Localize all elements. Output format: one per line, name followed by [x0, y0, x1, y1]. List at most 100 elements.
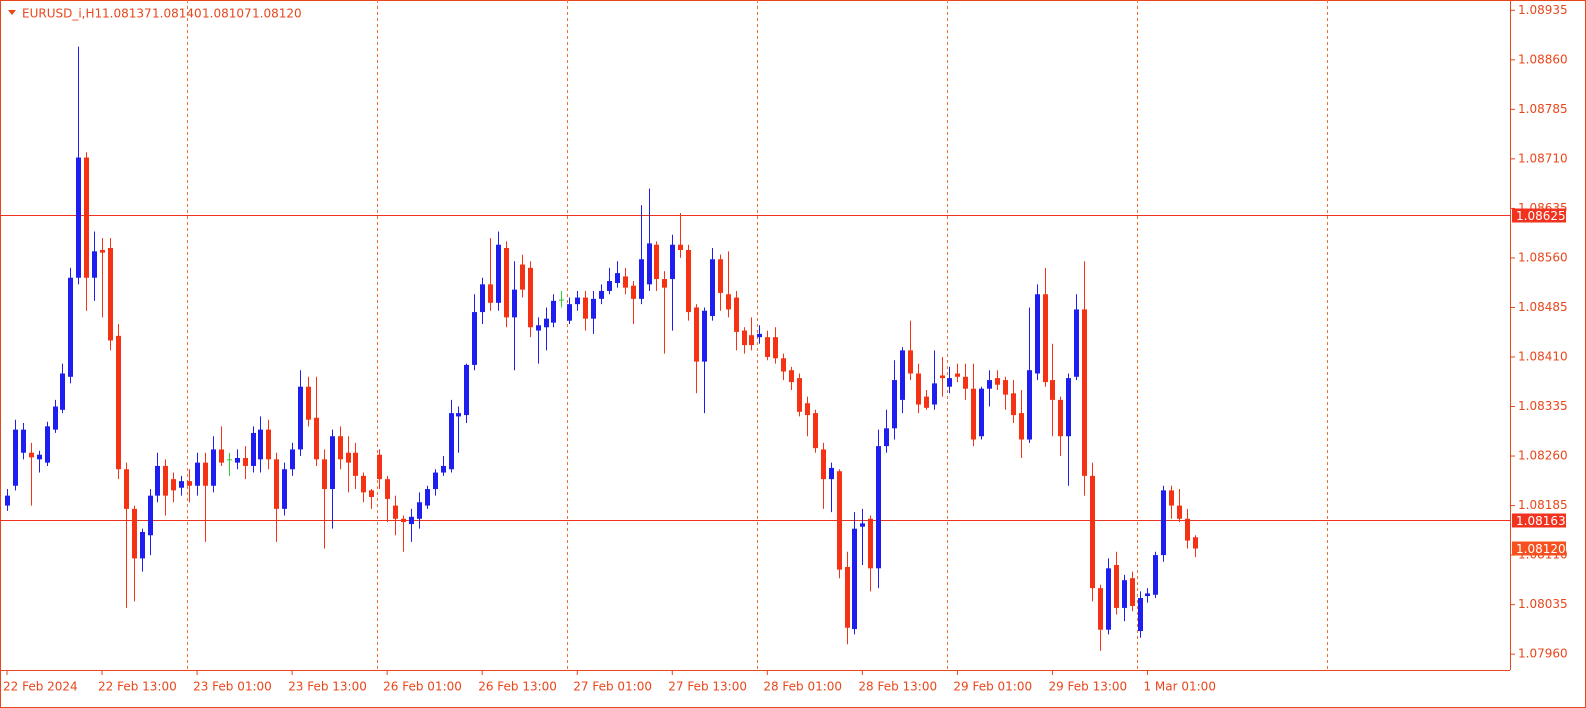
candle-body: [781, 358, 786, 372]
x-tick-label: 27 Feb 13:00: [668, 680, 747, 694]
candle-body: [100, 250, 105, 253]
candle-body: [670, 244, 675, 280]
level-label: 1.08625: [1516, 209, 1566, 223]
candle-body: [940, 375, 945, 379]
candle-body: [251, 432, 256, 466]
candle-body: [132, 508, 137, 559]
period-separators: [187, 0, 1328, 670]
y-tick-label: 1.08260: [1518, 449, 1568, 463]
candle-body: [1035, 294, 1040, 374]
candle-body: [29, 452, 34, 458]
candle-body: [805, 403, 810, 416]
candles: [5, 46, 1198, 651]
x-tick-label: 28 Feb 01:00: [763, 680, 842, 694]
candle-body: [496, 244, 501, 303]
candle-body: [757, 333, 762, 338]
menu-triangle[interactable]: [8, 10, 16, 15]
candle-body: [1019, 413, 1024, 440]
candle-body: [749, 335, 754, 346]
candle-body: [227, 459, 232, 461]
candle-body: [124, 469, 129, 509]
x-tick-label: 28 Feb 13:00: [858, 680, 937, 694]
candle-body: [520, 264, 525, 290]
candle-body: [1098, 588, 1103, 630]
candle-body: [84, 157, 89, 278]
candle-body: [829, 467, 834, 480]
candle-body: [60, 373, 65, 410]
candle-body: [765, 337, 770, 357]
candle-body: [876, 446, 881, 569]
level-label-box: [1512, 208, 1566, 223]
candle-body: [821, 449, 826, 480]
symbol-title: EURUSD_i,H1: [22, 7, 102, 21]
candle-body: [559, 299, 564, 301]
candle-body: [409, 516, 414, 525]
candle-body: [987, 380, 992, 389]
candle-body: [53, 406, 58, 430]
candle-body: [1161, 490, 1166, 556]
candle-body: [187, 481, 192, 486]
candle-body: [116, 335, 121, 470]
ohlc-label: 1.08107: [202, 7, 252, 21]
ohlc-label: 1.08120: [252, 7, 302, 21]
candle-body: [179, 481, 184, 488]
candle-body: [377, 454, 382, 480]
candle-body: [148, 495, 153, 536]
x-tick-label: 1 Mar 01:00: [1143, 680, 1216, 694]
y-tick-label: 1.08860: [1518, 52, 1568, 66]
y-tick-label: 1.08560: [1518, 250, 1568, 264]
candle-body: [1177, 505, 1182, 519]
candle-body: [45, 426, 50, 463]
candle-body: [393, 505, 398, 519]
candle-body: [678, 244, 683, 250]
x-tick-label: 26 Feb 13:00: [478, 680, 557, 694]
candle-body: [433, 472, 438, 490]
candle-body: [536, 325, 541, 331]
x-tick-label: 29 Feb 01:00: [953, 680, 1032, 694]
candle-body: [734, 297, 739, 332]
candle-body: [361, 475, 366, 493]
candle-body: [1066, 378, 1071, 437]
candle-body: [449, 413, 454, 470]
candle-body: [353, 452, 358, 476]
candle-body: [916, 373, 921, 405]
candle-body: [369, 490, 374, 497]
candle-body: [1090, 475, 1095, 589]
candle-body: [219, 449, 224, 463]
ohlc-label: 1.08137: [102, 7, 152, 21]
candle-body: [258, 429, 263, 460]
candle-body: [385, 479, 390, 499]
candle-body: [971, 388, 976, 440]
candle-body: [203, 462, 208, 486]
candle-body: [314, 417, 319, 460]
candle-body: [575, 297, 580, 305]
candle-body: [282, 469, 287, 509]
candle-body: [21, 429, 26, 453]
y-tick-label: 1.08185: [1518, 498, 1568, 512]
candle-body: [1145, 593, 1150, 597]
candle-body: [1027, 370, 1032, 440]
level-label-box: [1512, 513, 1566, 528]
candle-body: [1193, 537, 1198, 549]
candle-body: [37, 454, 42, 460]
candle-body: [686, 250, 691, 313]
candle-body: [544, 318, 549, 328]
candle-body: [464, 364, 469, 416]
candle-body: [5, 495, 10, 506]
candle-body: [813, 413, 818, 449]
candle-body: [908, 350, 913, 374]
x-tick-label: 26 Feb 01:00: [383, 680, 462, 694]
candle-body: [567, 304, 572, 321]
candle-body: [1130, 578, 1135, 606]
level-label: 1.08163: [1516, 514, 1566, 528]
candle-body: [290, 449, 295, 470]
candle-body: [639, 259, 644, 299]
candle-body: [235, 458, 240, 463]
candle-body: [528, 267, 533, 328]
y-tick-label: 1.08410: [1518, 349, 1568, 363]
x-tick-label: 23 Feb 01:00: [193, 680, 272, 694]
candle-body: [441, 465, 446, 473]
y-tick-label: 1.08335: [1518, 399, 1568, 413]
candle-body: [488, 284, 493, 303]
